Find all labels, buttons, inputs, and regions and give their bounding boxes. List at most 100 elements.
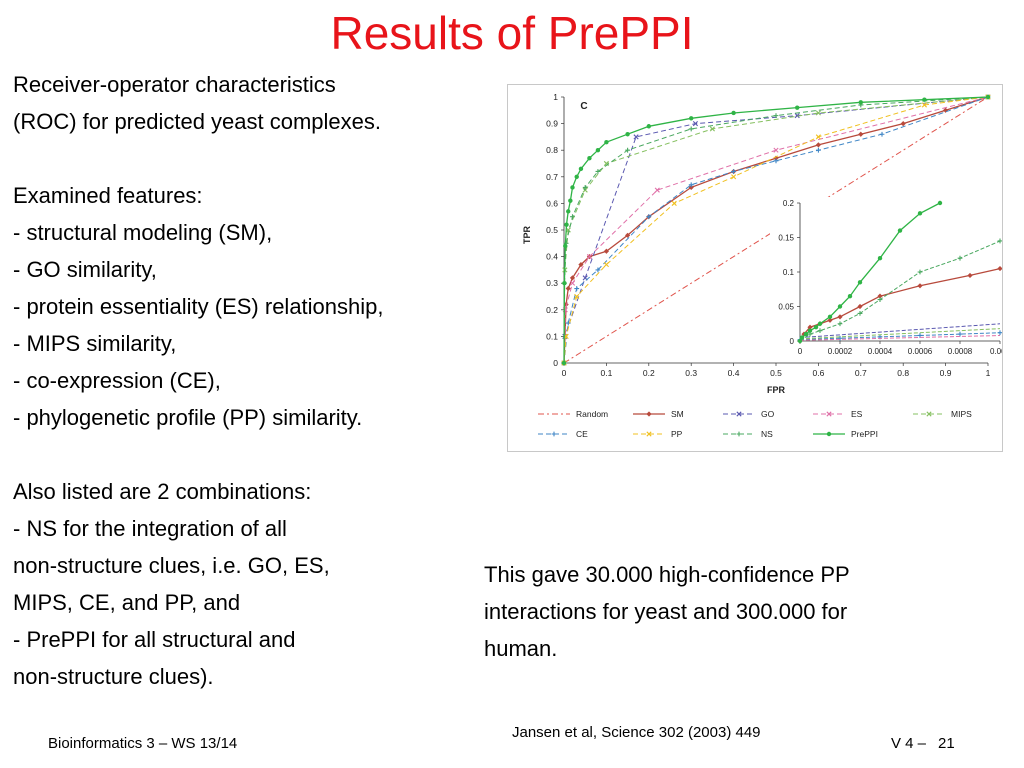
inset-point-ce — [997, 330, 1002, 336]
main-point-ce — [816, 147, 821, 153]
main-point-preppi — [858, 100, 863, 105]
main-y-tick-label: 0.4 — [546, 252, 558, 262]
left-line: Examined features: — [13, 183, 203, 208]
main-x-tick-label: 0 — [562, 368, 567, 378]
left-line: (ROC) for predicted yeast complexes. — [13, 109, 382, 134]
main-point-sm — [815, 142, 821, 148]
main-x-tick-label: 0.3 — [685, 368, 697, 378]
legend-label-go: GO — [761, 409, 775, 419]
left-line: non-structure clues, i.e. GO, ES, — [13, 553, 330, 578]
legend-marker-pp — [646, 431, 652, 437]
inset-point-preppi — [897, 228, 903, 233]
left-line: - structural modeling (SM), — [13, 220, 273, 245]
main-point-es — [773, 147, 779, 153]
inset-point-sm — [997, 265, 1002, 272]
main-y-tick-label: 1 — [553, 92, 558, 102]
blank-line — [13, 140, 493, 177]
main-point-preppi — [922, 97, 927, 102]
inset-y-tick-label: 0.2 — [783, 199, 795, 208]
main-point-sm — [943, 107, 949, 113]
inset-point-preppi — [797, 338, 803, 344]
left-line: non-structure clues). — [13, 664, 214, 689]
main-point-preppi — [795, 105, 800, 110]
legend-marker-go — [736, 411, 742, 417]
right-line: human. — [484, 636, 558, 661]
main-point-sm — [900, 121, 906, 127]
inset-x-tick-label: 0.0008 — [948, 347, 973, 356]
main-y-tick-label: 0.2 — [546, 305, 558, 315]
inset-point-sm — [827, 317, 833, 323]
main-point-preppi — [587, 155, 592, 161]
main-point-ce — [688, 182, 694, 188]
y-axis-label: TPR — [522, 225, 532, 244]
legend-label-sm: SM — [671, 409, 684, 419]
main-point-preppi — [595, 148, 601, 153]
left-line: MIPS, CE, and PP, and — [13, 590, 241, 615]
left-line: Also listed are 2 combinations: — [13, 479, 312, 504]
main-x-tick-label: 0.6 — [812, 368, 824, 378]
inset-point-ns — [877, 297, 883, 302]
course-footer: Bioinformatics 3 – WS 13/14 — [48, 735, 238, 752]
left-line: - PrePPI for all structural and — [13, 627, 296, 652]
inset-x-tick-label: 0.001 — [990, 347, 1002, 356]
main-point-pp — [603, 261, 609, 268]
inset-point-ns — [837, 321, 843, 327]
main-series-ce-line — [563, 96, 989, 364]
inset-point-sm — [857, 303, 863, 310]
legend-marker-preppi — [826, 431, 832, 437]
inset-point-ns — [857, 311, 863, 316]
right-line: This gave 30.000 high-confidence PP — [484, 562, 850, 587]
summary-text: This gave 30.000 high-confidence PP inter… — [484, 556, 984, 667]
main-point-preppi — [604, 140, 609, 145]
main-x-tick-label: 1 — [986, 368, 991, 378]
left-line: - co-expression (CE), — [13, 368, 221, 393]
inset-point-preppi — [877, 256, 883, 261]
main-point-preppi — [689, 116, 694, 121]
legend-label-preppi: PrePPI — [851, 429, 878, 439]
inset-point-ns — [817, 328, 823, 334]
main-series-preppi-line — [563, 96, 989, 364]
main-point-pp — [921, 102, 927, 108]
blank-line — [13, 436, 493, 473]
inset-point-preppi — [937, 200, 943, 206]
description-text: Receiver-operator characteristics (ROC) f… — [13, 66, 493, 695]
left-line: Receiver-operator characteristics — [13, 72, 336, 97]
main-point-preppi — [731, 110, 736, 116]
main-point-preppi — [570, 185, 575, 190]
inset-y-tick-label: 0.1 — [783, 268, 795, 277]
main-y-tick-label: 0 — [553, 358, 558, 368]
main-y-tick-label: 0.6 — [546, 198, 558, 208]
main-point-ce — [574, 286, 580, 291]
inset-point-ce — [957, 331, 963, 337]
main-point-ns — [688, 126, 694, 132]
inset-y-tick-label: 0.05 — [778, 303, 794, 312]
main-x-tick-label: 0.7 — [855, 368, 867, 378]
main-point-pp — [671, 200, 677, 206]
main-point-preppi — [646, 124, 651, 129]
legend-label-random: Random — [576, 409, 608, 419]
main-point-pp — [574, 293, 580, 300]
inset-series-es-line — [799, 335, 1001, 341]
page-number: 21 — [938, 735, 955, 752]
inset-point-sm — [917, 283, 923, 289]
main-x-tick-label: 0.1 — [600, 368, 612, 378]
inset-series-mips-line — [799, 328, 1001, 340]
legend-label-es: ES — [851, 409, 863, 419]
legend-label-ce: CE — [576, 429, 588, 439]
inset-point-sm — [807, 324, 813, 330]
main-point-mips — [709, 126, 715, 132]
inset-point-ns — [957, 255, 963, 261]
main-point-ns — [595, 169, 601, 174]
inset-point-preppi — [817, 321, 823, 326]
main-point-es — [586, 254, 593, 260]
main-point-ns — [625, 147, 630, 153]
lecture-label: V 4 – — [891, 735, 927, 752]
inset-y-tick-label: 0.15 — [778, 234, 794, 243]
main-point-preppi — [561, 360, 567, 366]
inset-point-sm — [967, 272, 973, 279]
legend-label-pp: PP — [671, 429, 683, 439]
main-x-tick-label: 0.2 — [643, 368, 655, 378]
main-point-ns — [582, 185, 588, 190]
main-point-ns — [773, 113, 779, 119]
main-point-preppi — [562, 281, 567, 286]
